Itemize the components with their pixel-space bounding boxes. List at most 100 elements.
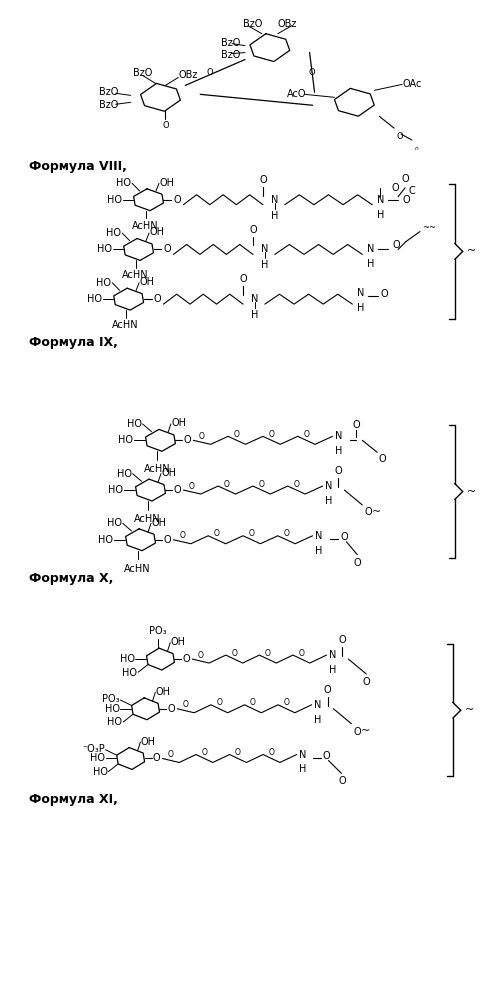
Text: O: O (339, 776, 346, 786)
Text: O: O (284, 529, 289, 538)
Text: O: O (179, 531, 185, 540)
Text: O: O (362, 677, 370, 687)
Text: O: O (163, 535, 171, 545)
Text: N: N (377, 195, 384, 205)
Text: OH: OH (156, 687, 171, 697)
Text: O: O (198, 651, 204, 660)
Text: BzO: BzO (242, 19, 262, 29)
Text: HO: HO (107, 718, 123, 728)
Text: O: O (162, 121, 169, 130)
Text: O: O (224, 480, 230, 489)
Text: O: O (396, 132, 403, 141)
Text: H: H (329, 665, 336, 675)
Text: HO: HO (87, 294, 102, 304)
Text: N: N (315, 531, 322, 541)
Text: HO: HO (108, 485, 123, 495)
Text: O: O (249, 225, 257, 235)
Text: O: O (335, 466, 342, 476)
Text: N: N (251, 294, 258, 304)
Text: N: N (299, 749, 306, 759)
Text: H: H (325, 496, 332, 506)
Text: O: O (392, 241, 400, 250)
Text: ~: ~ (361, 726, 370, 736)
Text: H: H (299, 764, 306, 774)
Text: HO: HO (122, 668, 137, 678)
Text: HO: HO (106, 228, 121, 239)
Text: HO: HO (93, 767, 108, 777)
Text: O: O (168, 750, 174, 759)
Text: N: N (356, 288, 364, 298)
Text: BzO: BzO (99, 88, 119, 98)
Text: O: O (265, 649, 271, 658)
Text: HO: HO (120, 654, 135, 664)
Text: O: O (294, 480, 299, 489)
Text: O: O (216, 699, 222, 708)
Text: O: O (324, 685, 331, 695)
Text: OH: OH (140, 277, 155, 287)
Text: Формула X,: Формула X, (29, 572, 114, 585)
Text: PO₃: PO₃ (102, 694, 120, 704)
Text: O: O (339, 635, 346, 645)
Text: N: N (271, 195, 279, 205)
Text: HO: HO (98, 245, 113, 254)
Text: O: O (183, 701, 189, 710)
Text: N: N (367, 245, 374, 254)
Text: ~: ~ (467, 487, 476, 497)
Text: H: H (356, 303, 364, 313)
Text: AcHN: AcHN (144, 464, 171, 474)
Text: O: O (298, 649, 304, 658)
Text: O: O (239, 274, 247, 284)
Text: HO: HO (107, 195, 122, 205)
Text: ~~: ~~ (422, 224, 436, 233)
Text: OH: OH (171, 637, 186, 647)
Text: N: N (261, 245, 269, 254)
Text: O: O (235, 748, 241, 757)
Text: OH: OH (161, 468, 177, 478)
Text: O: O (214, 529, 220, 538)
Text: O: O (154, 294, 161, 304)
Text: O: O (199, 432, 205, 441)
Text: BzO: BzO (221, 50, 240, 60)
Text: HO: HO (105, 704, 120, 714)
Text: OAc: OAc (402, 80, 422, 90)
Text: O: O (353, 420, 360, 430)
Text: HO: HO (117, 469, 132, 479)
Text: HO: HO (96, 277, 112, 287)
Text: BzO: BzO (99, 100, 119, 110)
Text: H: H (251, 310, 258, 320)
Text: H: H (367, 259, 374, 269)
Text: AcHN: AcHN (134, 514, 161, 524)
Text: HO: HO (107, 518, 122, 528)
Text: AcHN: AcHN (112, 320, 139, 330)
Text: BzO: BzO (221, 38, 240, 48)
Text: Формула IX,: Формула IX, (29, 336, 118, 349)
Text: O: O (183, 654, 190, 664)
Text: O: O (380, 289, 388, 299)
Text: OH: OH (159, 178, 174, 188)
Text: O: O (354, 727, 361, 737)
Text: H: H (261, 260, 269, 270)
Text: BzO: BzO (133, 69, 153, 79)
Text: Формула VIII,: Формула VIII, (29, 160, 127, 173)
Text: AcHN: AcHN (124, 564, 151, 574)
Text: HO: HO (118, 435, 133, 445)
Text: O: O (173, 485, 181, 495)
Text: O: O (284, 699, 289, 708)
Text: O: O (234, 430, 240, 439)
Text: ~: ~ (467, 247, 476, 256)
Text: O: O (168, 704, 175, 714)
Text: O: O (323, 750, 330, 760)
Text: O: O (269, 430, 274, 439)
Text: HO: HO (90, 753, 105, 763)
Text: ~: ~ (372, 507, 382, 517)
Text: O: O (201, 748, 207, 757)
Text: N: N (325, 481, 332, 491)
Text: OH: OH (150, 228, 165, 238)
Text: H: H (315, 546, 322, 556)
Text: OH: OH (141, 737, 156, 747)
Text: O: O (401, 174, 409, 184)
Text: O: O (364, 507, 372, 517)
Text: AcHN: AcHN (132, 221, 158, 231)
Text: O: O (207, 68, 213, 77)
Text: PO₃: PO₃ (149, 626, 167, 636)
